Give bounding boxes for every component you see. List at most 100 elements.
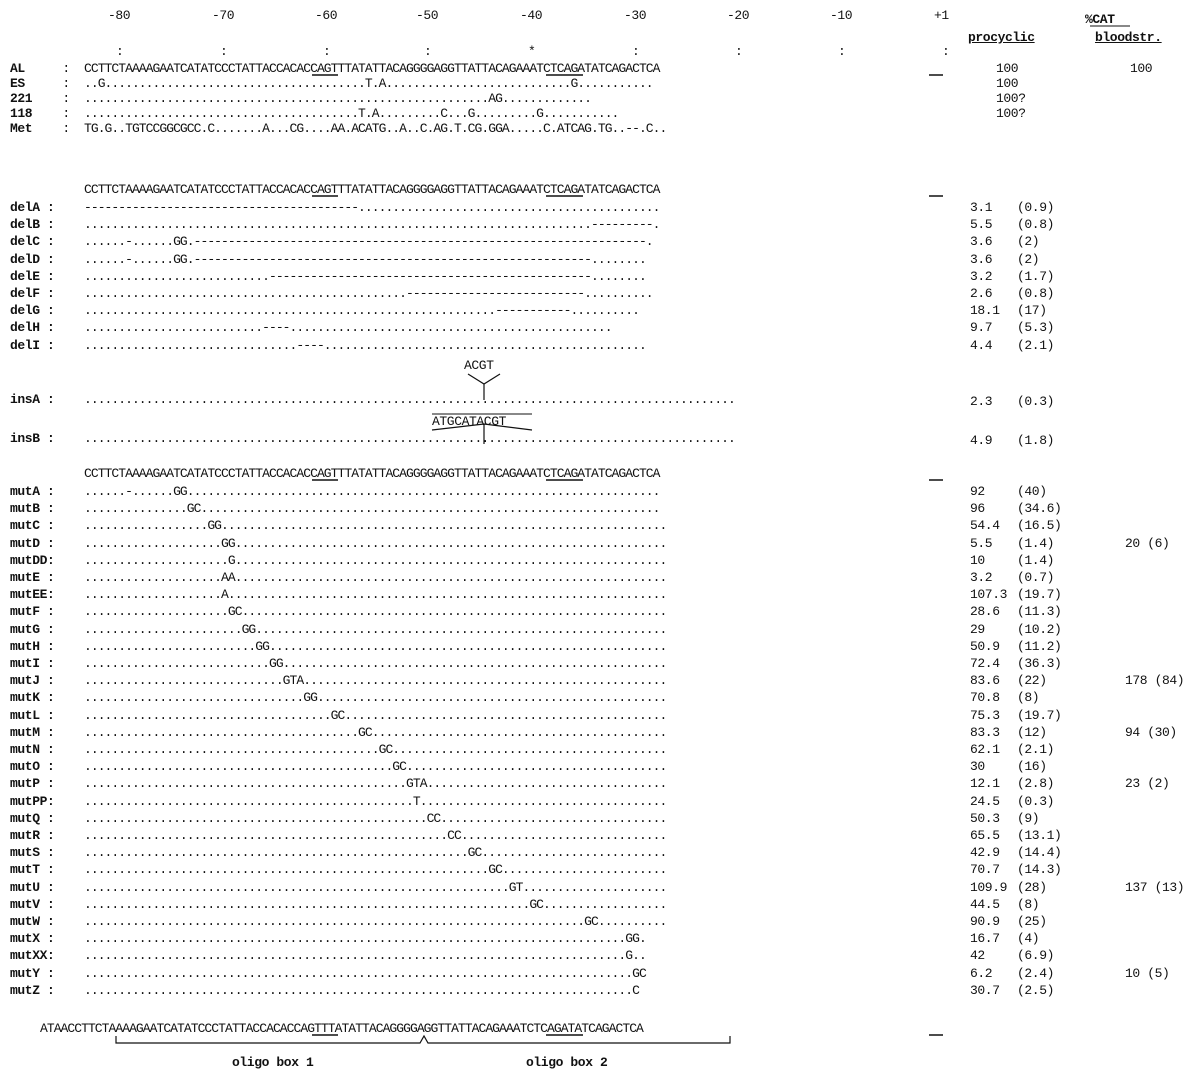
procyclic-sd: (14.4) <box>1017 845 1062 861</box>
mutation-sequence: ........................................… <box>84 965 647 981</box>
procyclic-sd: (11.2) <box>1017 638 1062 654</box>
deletion-sequence: ...............................----.....… <box>84 337 647 353</box>
strain-label: AL <box>10 61 25 76</box>
procyclic-value: 100? <box>996 106 1026 121</box>
procyclic-sd: (22) <box>1017 673 1047 689</box>
mutation-sequence: ........................................… <box>84 759 667 775</box>
bloodstream-value: 94 (30) <box>1125 724 1177 740</box>
strain-separator: : <box>55 76 70 91</box>
procyclic-sd: (9) <box>1017 810 1040 826</box>
mutation-label: mutT : <box>10 862 55 878</box>
mutation-sequence: ........................................… <box>84 948 647 964</box>
procyclic-value: 100? <box>996 91 1026 106</box>
procyclic-value: 90.9 <box>970 914 1000 929</box>
mutation-label: mutF : <box>10 604 55 620</box>
mutation-label: mutXX: <box>10 948 55 964</box>
oligo-box-1-bracket <box>115 1034 731 1044</box>
procyclic-value: 12.1 <box>970 776 1000 792</box>
mutation-label: mutP : <box>10 776 55 792</box>
procyclic-value: 72.4 <box>970 656 1000 671</box>
mutation-label: mutW : <box>10 914 55 929</box>
bloodstream-header: bloodstr. <box>1095 30 1162 45</box>
procyclic-value: 92 <box>970 484 985 499</box>
procyclic-sd: (1.7) <box>1017 268 1055 284</box>
axis-tick-label: -20 <box>727 8 750 23</box>
procyclic-sd: (14.3) <box>1017 862 1062 878</box>
procyclic-sd: (0.3) <box>1017 394 1055 409</box>
procyclic-value: 42.9 <box>970 845 1000 861</box>
axis-tick-mark: : <box>838 44 846 59</box>
axis-tick-label: +1 <box>934 8 949 23</box>
procyclic-value: 44.5 <box>970 896 1000 912</box>
mutation-label: mutPP: <box>10 793 55 809</box>
procyclic-sd: (34.6) <box>1017 501 1062 517</box>
strain-separator: : <box>55 106 70 121</box>
axis-tick-label: -80 <box>108 8 131 23</box>
procyclic-value: 6.2 <box>970 965 993 981</box>
strain-sequence: CCTTCTAAAAGAATCATATCCCTATTACCACACCAGTTTA… <box>84 61 660 76</box>
procyclic-sd: (1.4) <box>1017 535 1055 551</box>
mutation-sequence: ................................GG......… <box>84 690 667 706</box>
procyclic-sd: (36.3) <box>1017 656 1062 671</box>
mutation-sequence: ....................................GC..… <box>84 707 667 723</box>
procyclic-value: 62.1 <box>970 742 1000 757</box>
mutation-label: mutZ : <box>10 982 55 998</box>
mutation-sequence: .........................GG.............… <box>84 638 667 654</box>
procyclic-sd: (2.1) <box>1017 337 1055 353</box>
mutation-sequence: .....................GC.................… <box>84 604 667 620</box>
mutation-label: mutA : <box>10 484 55 499</box>
axis-tick-label: -50 <box>416 8 439 23</box>
procyclic-sd: (11.3) <box>1017 604 1062 620</box>
oligo-box-1-label: oligo box 1 <box>232 1055 314 1070</box>
procyclic-sd: (13.1) <box>1017 828 1062 843</box>
procyclic-value: 50.9 <box>970 638 1000 654</box>
insertion-sequence: ........................................… <box>84 431 736 446</box>
insertion-a-caret <box>467 373 501 400</box>
procyclic-sd: (2) <box>1017 234 1040 250</box>
procyclic-sd: (2.5) <box>1017 982 1055 998</box>
procyclic-value: 4.4 <box>970 337 993 353</box>
procyclic-header: procyclic <box>968 30 1035 45</box>
mutation-label: mutEE: <box>10 587 55 603</box>
mutation-sequence: ........................................… <box>84 810 667 826</box>
mutation-sequence: .......................GG...............… <box>84 621 667 637</box>
mutation-sequence: ........................................… <box>84 982 640 998</box>
procyclic-value: 3.2 <box>970 570 993 585</box>
procyclic-value: 5.5 <box>970 535 993 551</box>
axis-tick-label: -70 <box>212 8 235 23</box>
procyclic-value: 3.6 <box>970 234 993 250</box>
mutation-label: mutD : <box>10 535 55 551</box>
procyclic-sd: (28) <box>1017 879 1047 895</box>
mutation-sequence: ........................................… <box>84 862 667 878</box>
strain-sequence: ........................................… <box>84 106 619 121</box>
deletion-label: delH : <box>10 320 55 336</box>
mutation-sequence: ........................................… <box>84 776 667 792</box>
procyclic-value: 109.9 <box>970 879 1008 895</box>
mutation-label: mutK : <box>10 690 55 706</box>
procyclic-value: 3.1 <box>970 200 993 215</box>
deletion-sequence: ........................................… <box>84 286 654 301</box>
procyclic-value: 100 <box>996 61 1019 76</box>
procyclic-value: 18.1 <box>970 303 1000 319</box>
oligo-box-2-label: oligo box 2 <box>526 1055 608 1070</box>
axis-tick-mark: : <box>116 44 124 59</box>
procyclic-value: 28.6 <box>970 604 1000 620</box>
procyclic-sd: (6.9) <box>1017 948 1055 964</box>
axis-tick-label: -40 <box>520 8 543 23</box>
procyclic-sd: (1.8) <box>1017 433 1055 448</box>
deletion-label: delA : <box>10 200 55 215</box>
mutation-ref-sequence: CCTTCTAAAAGAATCATATCCCTATTACCACACCAGTTTA… <box>84 466 660 481</box>
strain-label: Met <box>10 121 33 136</box>
procyclic-value: 30.7 <box>970 982 1000 998</box>
insertion-label: insB : <box>10 431 55 446</box>
mutation-sequence: .....................G..................… <box>84 552 667 568</box>
procyclic-sd: (2.8) <box>1017 776 1055 792</box>
procyclic-value: 70.8 <box>970 690 1000 706</box>
insertion-a-sequence: ACGT <box>464 358 494 373</box>
bloodstream-value: 178 (84) <box>1125 673 1185 689</box>
deletion-sequence: ----------------------------------------… <box>84 200 660 215</box>
mutation-label: mutH : <box>10 638 55 654</box>
mutation-label: mutN : <box>10 742 55 757</box>
